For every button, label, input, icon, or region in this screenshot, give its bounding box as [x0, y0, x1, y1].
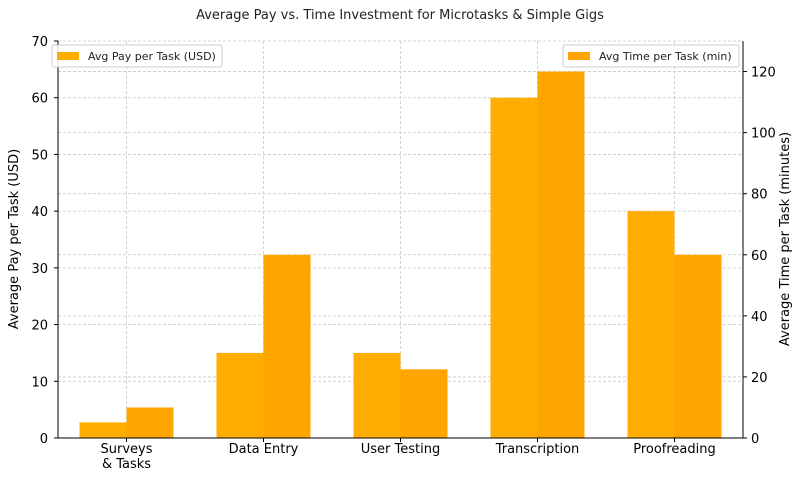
y2-axis-label: Average Time per Task (minutes): [778, 132, 793, 346]
bar-time: [263, 254, 311, 438]
y2-tick-label: 20: [751, 371, 768, 386]
legend-pay-swatch: [57, 52, 79, 60]
legend-pay-label: Avg Pay per Task (USD): [88, 50, 216, 63]
legend-time-label: Avg Time per Task (min): [599, 50, 732, 63]
bar-pay: [79, 422, 127, 438]
ticks: 0 10 20 30 40 50 60 70 0 20 40 60 80 100 120 Surveys & T…: [31, 35, 775, 472]
x-tick-label: Data Entry: [229, 442, 299, 457]
legend-time-swatch: [568, 52, 590, 60]
chart-title: Average Pay vs. Time Investment for Micr…: [196, 8, 604, 23]
y-axis-label: Average Pay per Task (USD): [7, 149, 22, 329]
x-tick-label: User Testing: [361, 442, 440, 457]
y-tick-label: 70: [31, 35, 48, 50]
y-tick-label: 30: [31, 262, 48, 277]
y2-tick-label: 100: [751, 127, 776, 142]
bar-time: [400, 369, 448, 438]
bar-time: [126, 407, 174, 438]
x-tick-label: Surveys & Tasks: [101, 442, 153, 472]
legend-time-box: [562, 44, 740, 68]
y-tick-label: 10: [31, 375, 48, 390]
y2-tick-label: 80: [751, 188, 768, 203]
y2-tick-label: 60: [751, 249, 768, 264]
y-tick-label: 50: [31, 148, 48, 163]
x-tick-label: Transcription: [495, 442, 580, 457]
y-tick-label: 20: [31, 319, 48, 334]
bar-pay: [627, 211, 675, 438]
bar-pay: [216, 352, 264, 438]
bar-pay: [353, 352, 401, 438]
y-tick-label: 40: [31, 205, 48, 220]
x-tick-label: Proofreading: [633, 442, 716, 457]
bar-pay: [490, 97, 538, 438]
y2-tick-label: 120: [751, 66, 776, 81]
y-tick-label: 0: [40, 432, 48, 447]
legend-pay-box: [51, 44, 223, 68]
y-tick-label: 60: [31, 92, 48, 107]
y2-tick-label: 40: [751, 310, 768, 325]
bar-time: [537, 71, 585, 439]
bar-time: [674, 254, 722, 438]
legend-time: Avg Time per Task (min): [562, 44, 740, 68]
legend-pay: Avg Pay per Task (USD): [51, 44, 223, 68]
bars: [79, 71, 722, 439]
y2-tick-label: 0: [751, 432, 759, 447]
